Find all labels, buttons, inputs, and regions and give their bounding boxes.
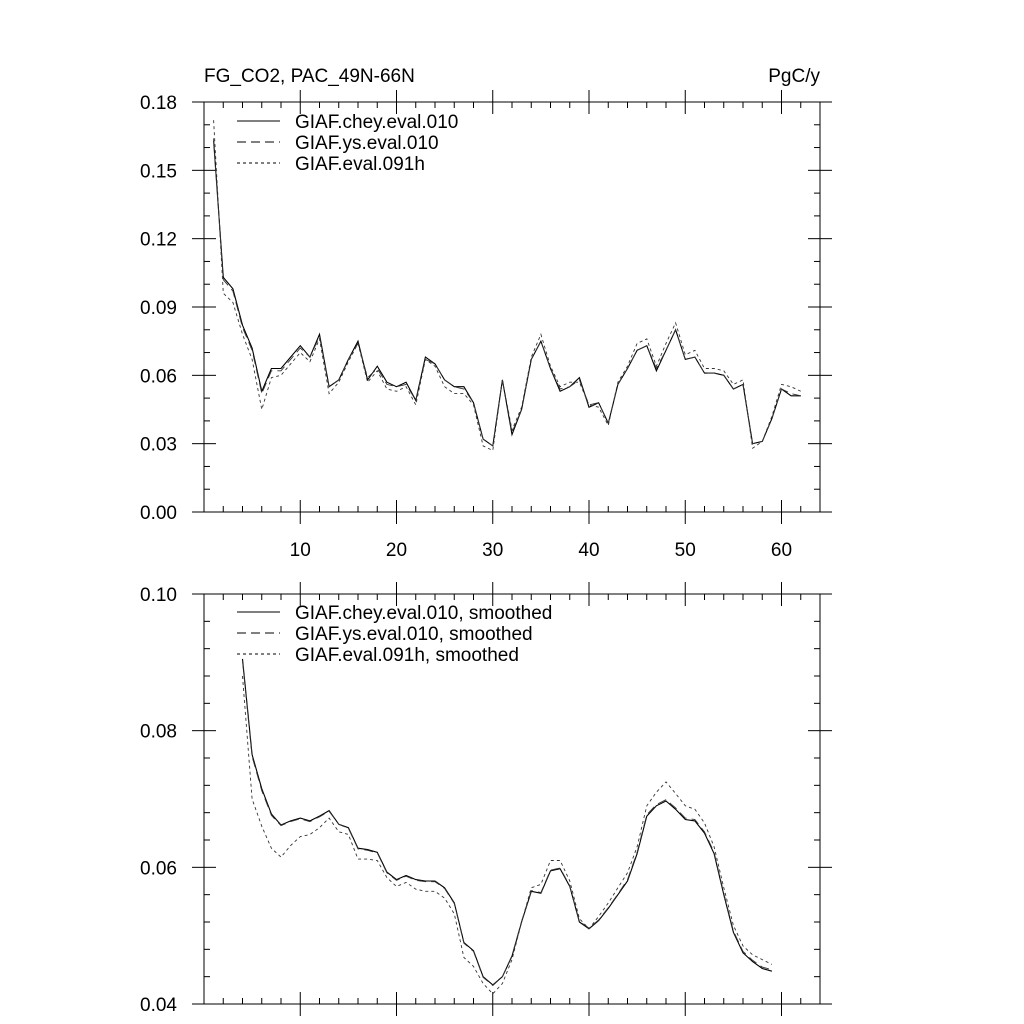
y-tick-label: 0.08 <box>140 722 177 743</box>
y-tick-label: 0.04 <box>140 995 177 1016</box>
bottom-panel: 0.04 0.06 0.08 0.10 GIAF.chey.eval.010, smoo… <box>140 582 832 1016</box>
y-tick-label: 0.12 <box>140 230 177 251</box>
y-tick-label: 0.10 <box>140 585 177 606</box>
legend-label-2: GIAF.ys.eval.010 <box>295 133 439 154</box>
series-line-3 <box>242 675 773 995</box>
y-tick-label: 0.15 <box>140 161 177 182</box>
units-label: PgC/y <box>768 66 820 87</box>
series-line-1 <box>241 658 773 986</box>
legend-label-1: GIAF.chey.eval.010, smoothed <box>295 603 552 624</box>
y-tick-label: 0.06 <box>140 366 177 387</box>
legend-label-1: GIAF.chey.eval.010 <box>295 112 458 133</box>
x-tick-label: 60 <box>771 540 792 561</box>
x-tick-label: 20 <box>386 540 407 561</box>
legend-label-2: GIAF.ys.eval.010, smoothed <box>295 624 533 645</box>
series-line-2 <box>242 660 773 987</box>
chart-title: FG_CO2, PAC_49N-66N <box>204 66 415 87</box>
y-tick-label: 0.18 <box>140 93 177 114</box>
legend-label-3: GIAF.eval.091h <box>295 154 425 175</box>
x-tick-label: 30 <box>482 540 503 561</box>
series-line-2 <box>213 138 801 447</box>
x-tick-label: 50 <box>675 540 696 561</box>
legend-label-3: GIAF.eval.091h, smoothed <box>295 645 519 666</box>
y-tick-label: 0.09 <box>140 298 177 319</box>
y-tick-label: 0.06 <box>140 858 177 879</box>
series-line-1 <box>213 140 801 447</box>
top-panel: 10 20 30 40 50 60 0.00 0.03 0.06 0.09 0.12 0.15 0.18… <box>140 90 832 561</box>
y-tick-label: 0.03 <box>140 435 177 456</box>
x-tick-label: 40 <box>578 540 599 561</box>
series-line-3 <box>213 120 801 452</box>
y-tick-label: 0.00 <box>140 503 177 524</box>
x-tick-label: 10 <box>290 540 311 561</box>
